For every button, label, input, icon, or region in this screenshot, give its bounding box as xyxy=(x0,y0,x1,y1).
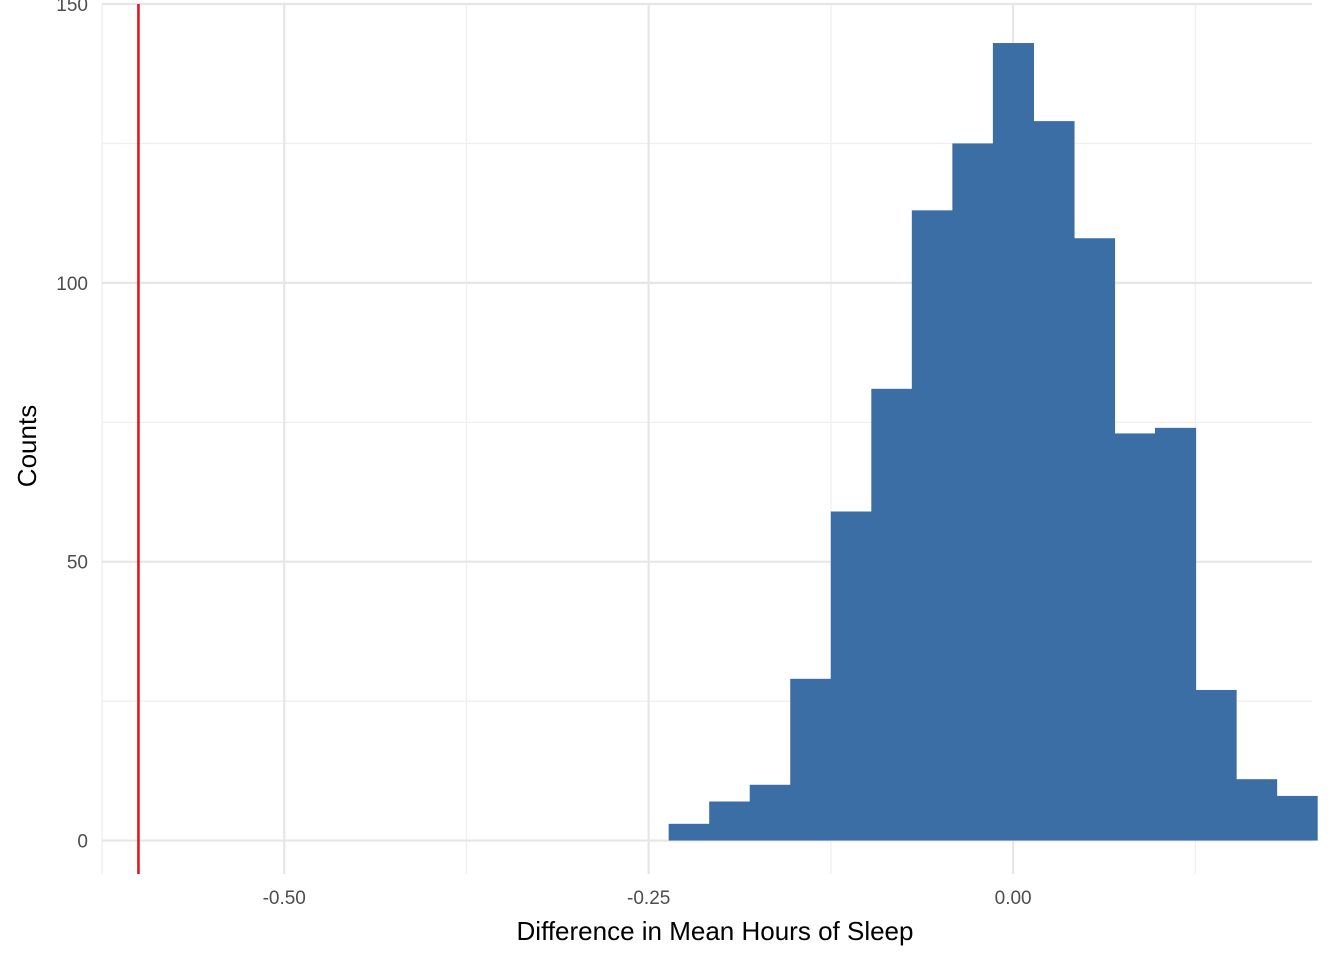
histogram-bar xyxy=(1154,427,1197,841)
minor-gridlines xyxy=(101,4,1312,874)
y-tick-label: 50 xyxy=(67,553,88,574)
histogram-bar xyxy=(830,511,872,841)
histogram-bars xyxy=(668,43,1318,841)
histogram-bar xyxy=(911,210,953,841)
y-tick-label: 150 xyxy=(56,0,88,16)
histogram-bar xyxy=(790,678,832,841)
x-axis-title: Difference in Mean Hours of Sleep xyxy=(517,916,914,946)
histogram-bar xyxy=(952,143,994,841)
histogram-bar xyxy=(1195,689,1237,841)
histogram-bar xyxy=(668,823,710,841)
x-tick-label: -0.25 xyxy=(627,888,670,909)
y-axis-tick-labels: 0 50 100 150 xyxy=(56,0,88,853)
histogram-bar xyxy=(1033,121,1075,841)
y-tick-label: 0 xyxy=(77,832,88,853)
histogram-bar xyxy=(1073,238,1116,841)
x-axis-tick-labels: -0.50 -0.25 0.00 xyxy=(263,888,1032,909)
x-tick-label: 0.00 xyxy=(995,888,1032,909)
x-tick-label: -0.50 xyxy=(263,888,306,909)
histogram-bar xyxy=(749,784,791,841)
histogram-bar xyxy=(992,43,1035,841)
histogram-bar xyxy=(1276,795,1318,841)
y-tick-label: 100 xyxy=(56,274,88,295)
histogram-bar xyxy=(871,388,913,841)
histogram-bar xyxy=(1114,433,1156,841)
histogram-bar xyxy=(1236,779,1278,841)
histogram-bar xyxy=(709,801,751,841)
y-axis-title: Counts xyxy=(12,405,42,487)
